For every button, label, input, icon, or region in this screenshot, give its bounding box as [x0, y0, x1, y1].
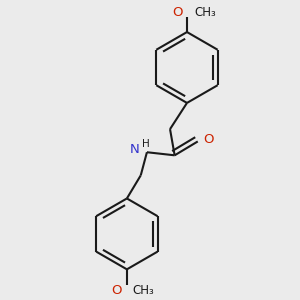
- Text: N: N: [130, 143, 139, 156]
- Text: CH₃: CH₃: [195, 5, 216, 19]
- Text: O: O: [111, 284, 121, 297]
- Text: O: O: [203, 134, 214, 146]
- Text: CH₃: CH₃: [132, 284, 154, 297]
- Text: H: H: [142, 139, 150, 148]
- Text: O: O: [172, 5, 182, 19]
